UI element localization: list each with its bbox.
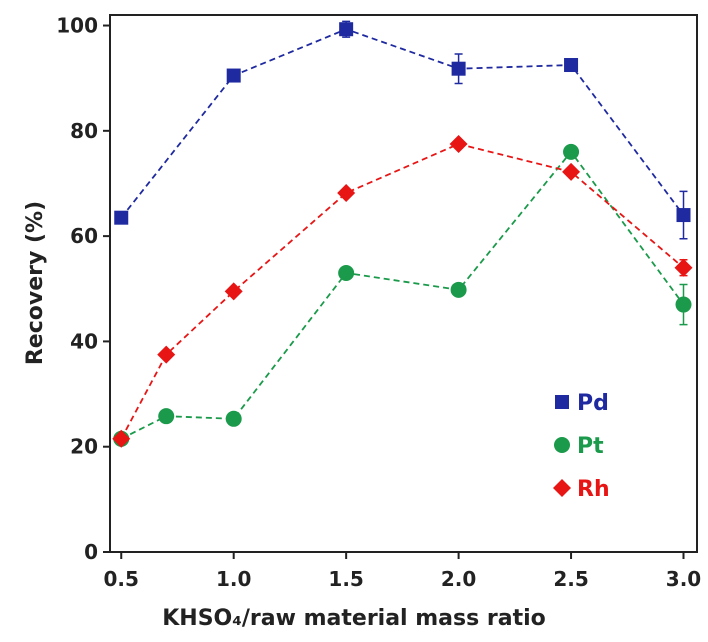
marker bbox=[676, 208, 691, 223]
marker bbox=[157, 345, 176, 364]
legend-label: Rh bbox=[577, 477, 610, 502]
y-tick-label: 0 bbox=[84, 540, 98, 564]
x-tick-label: 2.0 bbox=[441, 567, 476, 591]
y-tick-label: 80 bbox=[70, 119, 98, 143]
x-tick-label: 3.0 bbox=[666, 567, 701, 591]
legend-marker bbox=[555, 395, 569, 409]
legend-label: Pt bbox=[577, 434, 604, 459]
x-tick-label: 1.0 bbox=[216, 567, 251, 591]
x-tick-label: 2.5 bbox=[553, 567, 588, 591]
plot-frame bbox=[109, 14, 698, 553]
marker bbox=[674, 258, 693, 277]
marker bbox=[114, 210, 129, 225]
marker bbox=[158, 408, 175, 425]
y-tick-label: 60 bbox=[70, 224, 98, 248]
marker bbox=[564, 58, 579, 73]
marker bbox=[224, 282, 243, 301]
y-axis-label: Recovery (%) bbox=[23, 201, 48, 365]
marker bbox=[563, 143, 580, 160]
marker bbox=[339, 22, 354, 37]
x-axis-label: KHSO₄/raw material mass ratio bbox=[162, 606, 546, 631]
marker bbox=[449, 134, 468, 153]
marker bbox=[675, 296, 692, 313]
marker bbox=[225, 410, 242, 427]
marker bbox=[112, 429, 131, 448]
y-tick-label: 20 bbox=[70, 435, 98, 459]
marker bbox=[337, 183, 356, 202]
marker bbox=[451, 61, 466, 76]
marker bbox=[338, 264, 355, 281]
series-line bbox=[120, 28, 685, 219]
marker bbox=[450, 281, 467, 298]
marker bbox=[562, 162, 581, 181]
legend-marker bbox=[553, 479, 571, 497]
x-tick-label: 0.5 bbox=[104, 567, 139, 591]
y-tick-label: 40 bbox=[70, 329, 98, 353]
marker bbox=[226, 68, 241, 83]
legend-marker bbox=[554, 437, 570, 453]
y-tick-label: 100 bbox=[56, 14, 98, 38]
legend-label: Pd bbox=[577, 391, 609, 416]
x-tick-label: 1.5 bbox=[328, 567, 363, 591]
